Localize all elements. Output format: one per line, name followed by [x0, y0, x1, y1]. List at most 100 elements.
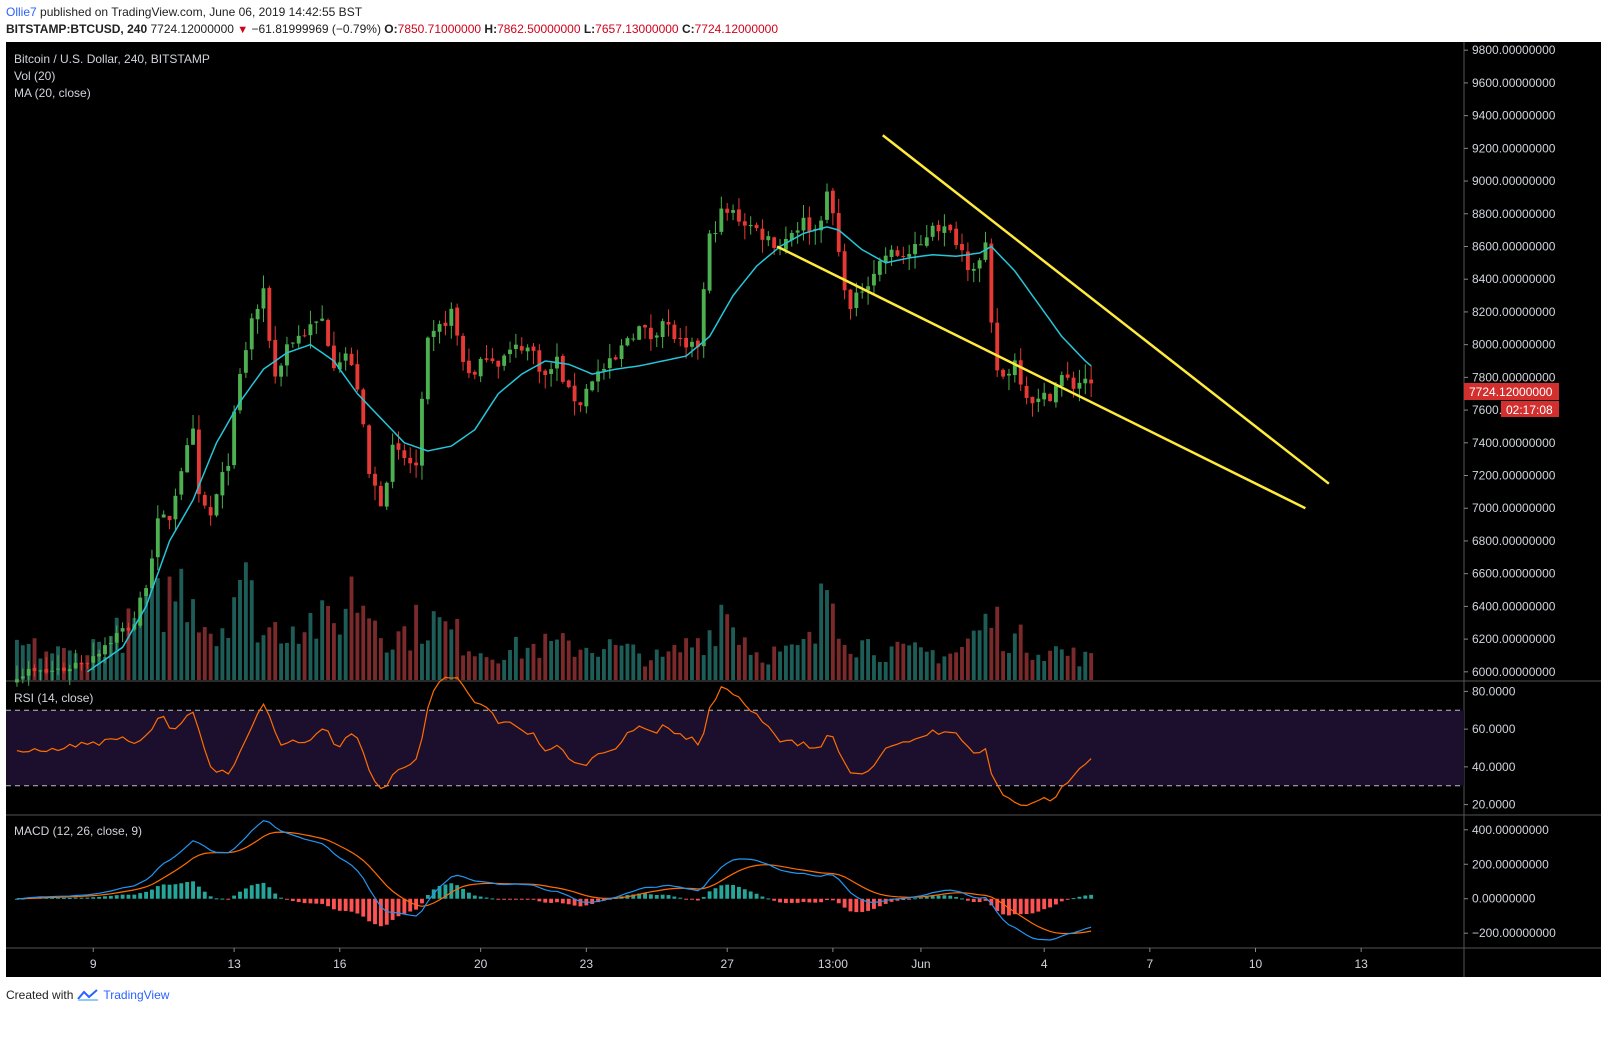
price-tick-label: 8600.00000000	[1472, 239, 1556, 253]
candle-body	[326, 319, 330, 346]
price-tick-label: 7800.00000000	[1472, 370, 1556, 384]
macd-histogram-bar	[302, 898, 307, 904]
candle-body	[883, 255, 888, 263]
volume-bar	[678, 652, 683, 680]
macd-histogram-bar	[783, 898, 788, 903]
price-tick-label: 8000.00000000	[1472, 338, 1556, 352]
macd-histogram-bar	[67, 897, 72, 899]
volume-bar	[396, 631, 401, 680]
volume-bar	[995, 606, 1000, 680]
candle-body	[126, 627, 131, 631]
candle-body	[737, 209, 741, 222]
macd-histogram-bar	[748, 891, 753, 899]
macd-histogram-bar	[1001, 898, 1006, 915]
macd-histogram-bar	[243, 888, 248, 899]
volume-bar	[214, 646, 219, 680]
candle-body	[1030, 396, 1035, 404]
publish-header: Ollie7 published on TradingView.com, Jun…	[6, 4, 362, 20]
macd-histogram-bar	[813, 898, 818, 903]
volume-bar	[960, 646, 964, 680]
candle-body	[701, 289, 706, 347]
candle-body	[414, 462, 419, 466]
volume-bar	[108, 635, 113, 680]
volume-bar	[1024, 652, 1029, 680]
volume-bar	[496, 663, 501, 680]
volume-bar	[783, 645, 788, 680]
time-tick-label: 13	[1354, 957, 1368, 971]
time-tick-label: 13:00	[818, 957, 848, 971]
volume-bar	[337, 634, 342, 680]
volume-bar	[349, 576, 354, 680]
candle-body	[731, 210, 736, 213]
macd-histogram-bar	[936, 895, 941, 899]
volume-bar	[179, 568, 184, 680]
volume-bar	[883, 662, 888, 680]
volume-bar	[519, 658, 524, 680]
volume-bar	[361, 605, 366, 680]
candle-body	[191, 428, 195, 445]
time-tick-label: Jun	[911, 957, 930, 971]
candle-body	[249, 318, 254, 350]
macd-histogram-bar	[566, 898, 571, 905]
macd-histogram-bar	[819, 898, 824, 903]
volume-bar	[913, 642, 917, 680]
candle-body	[1001, 369, 1006, 377]
candle-body	[144, 588, 149, 596]
tradingview-brand[interactable]: TradingView	[103, 988, 170, 1002]
volume-bar	[895, 641, 900, 680]
candle-body	[954, 228, 959, 246]
rsi-tick-label: 60.0000	[1472, 722, 1516, 736]
volume-bar	[825, 590, 829, 680]
volume-bar	[543, 633, 548, 680]
volume-bar	[132, 617, 137, 680]
volume-bar	[478, 653, 483, 680]
volume-bar	[1048, 650, 1052, 680]
candle-body	[977, 260, 982, 269]
volume-bar	[854, 657, 859, 680]
chart-area[interactable]: 9800.00000000 9600.00000000 9400.00000000 9…	[6, 42, 1601, 977]
candle-body	[830, 190, 835, 214]
volume-bar	[737, 644, 741, 680]
volume-bar	[930, 650, 935, 680]
candle-body	[549, 369, 554, 374]
volume-bar	[144, 595, 149, 680]
down-arrow-icon: ▼	[237, 24, 249, 36]
macd-histogram-bar	[185, 882, 190, 899]
chart-svg[interactable]: 9800.000000009600.000000009400.000000009…	[6, 42, 1601, 977]
volume-bar	[267, 627, 272, 680]
candle-body	[1089, 379, 1094, 384]
volume-bar	[290, 626, 295, 680]
macd-histogram-bar	[631, 894, 636, 899]
candle-body	[854, 292, 859, 308]
macd-histogram-bar	[1042, 898, 1047, 910]
candle-body	[196, 429, 201, 495]
volume-bar	[273, 622, 278, 680]
volume-bar	[185, 622, 190, 680]
macd-histogram-bar	[719, 885, 724, 899]
candle-body	[619, 345, 624, 359]
candle-body	[466, 360, 471, 374]
candle-body	[1024, 385, 1029, 398]
macd-histogram-bar	[860, 898, 865, 912]
candle-body	[296, 335, 301, 344]
volume-bar	[637, 653, 642, 680]
author-link[interactable]: Ollie7	[6, 5, 37, 19]
volume-bar	[279, 643, 284, 680]
candle-body	[836, 212, 841, 252]
macd-histogram-bar	[56, 897, 60, 899]
macd-histogram-bar	[672, 896, 677, 899]
open-value: 7850.71000000	[397, 22, 482, 36]
macd-histogram-bar	[525, 898, 530, 900]
candle-body	[114, 633, 119, 643]
volume-bar	[807, 631, 812, 680]
candle-body	[754, 224, 759, 229]
candle-body	[32, 667, 37, 672]
volume-bar	[596, 656, 600, 680]
candle-body	[584, 388, 589, 407]
volume-bar	[1018, 624, 1023, 680]
candle-body	[502, 355, 507, 366]
volume-bar	[872, 655, 876, 680]
candle-body	[73, 662, 78, 669]
macd-histogram-bar	[267, 887, 272, 899]
candle-body	[625, 338, 630, 346]
